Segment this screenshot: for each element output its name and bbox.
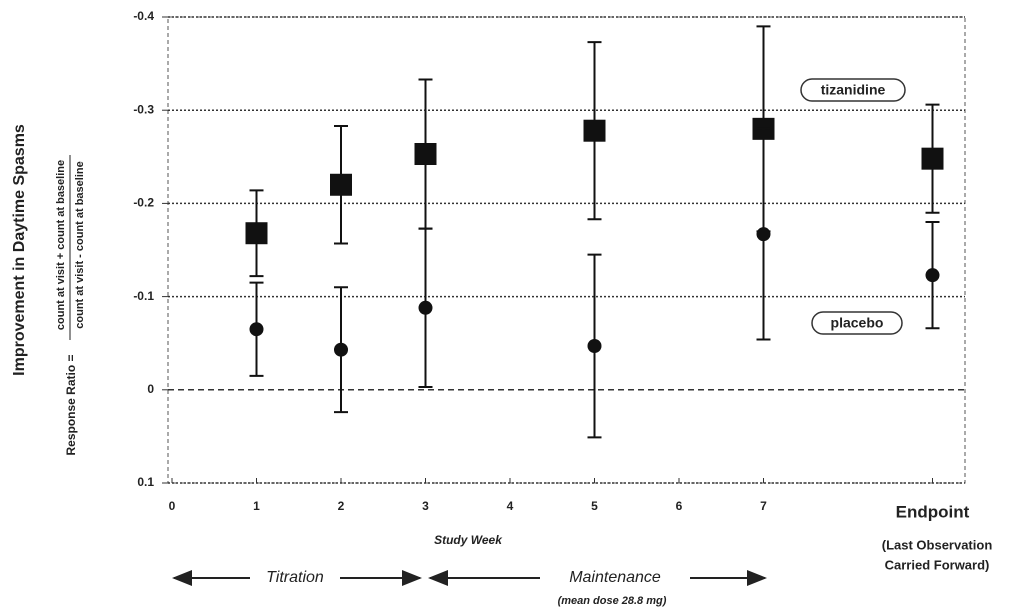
phase-note: (mean dose 28.8 mg) xyxy=(558,595,667,607)
marker-square xyxy=(921,147,944,170)
x-tick-label: 1 xyxy=(253,499,260,513)
endpoint-note: Carried Forward) xyxy=(885,557,990,572)
phase-label: Titration xyxy=(266,569,324,586)
x-tick-label: 3 xyxy=(422,499,429,513)
x-tick-label: 7 xyxy=(760,499,767,513)
marker-square xyxy=(414,143,437,166)
marker-square xyxy=(583,119,606,142)
legend-box xyxy=(800,78,906,102)
marker-circle xyxy=(249,322,264,337)
marker-circle xyxy=(756,227,771,242)
y-title: Improvement in Daytime Spasms xyxy=(11,124,28,376)
x-tick-label: 6 xyxy=(676,499,683,513)
x-tick-label: 2 xyxy=(338,499,345,513)
y-tick-label: 0.1 xyxy=(137,475,154,489)
endpoint-note: (Last Observation xyxy=(882,537,993,552)
x-tick-label: 0 xyxy=(169,499,176,513)
marker-circle xyxy=(925,268,940,283)
y-tick-label: -0.4 xyxy=(133,9,154,23)
y-subtitle: Response Ratio = xyxy=(64,354,78,455)
x-tick-label: Endpoint xyxy=(896,502,970,521)
plot-frame xyxy=(167,16,966,484)
phase-label: Maintenance xyxy=(569,569,661,586)
y-fraction-top: count at visit + count at baseline xyxy=(55,160,67,330)
marker-circle xyxy=(334,342,348,357)
y-tick-label: -0.1 xyxy=(133,289,154,303)
x-tick-label: 4 xyxy=(507,499,514,513)
x-tick-label: 5 xyxy=(591,499,598,513)
legend-label: tizanidine xyxy=(821,82,886,98)
marker-circle xyxy=(418,300,433,315)
x-title: Study Week xyxy=(434,533,503,547)
y-tick-label: -0.3 xyxy=(133,102,154,116)
marker-square xyxy=(330,173,352,196)
y-tick-label: -0.2 xyxy=(133,196,154,210)
legend-box xyxy=(811,311,903,335)
y-fraction-bottom: count at visit - count at baseline xyxy=(74,161,86,328)
marker-square xyxy=(245,222,268,245)
y-tick-label: 0 xyxy=(147,382,154,396)
legend-label: placebo xyxy=(831,315,884,331)
marker-circle xyxy=(587,338,602,353)
